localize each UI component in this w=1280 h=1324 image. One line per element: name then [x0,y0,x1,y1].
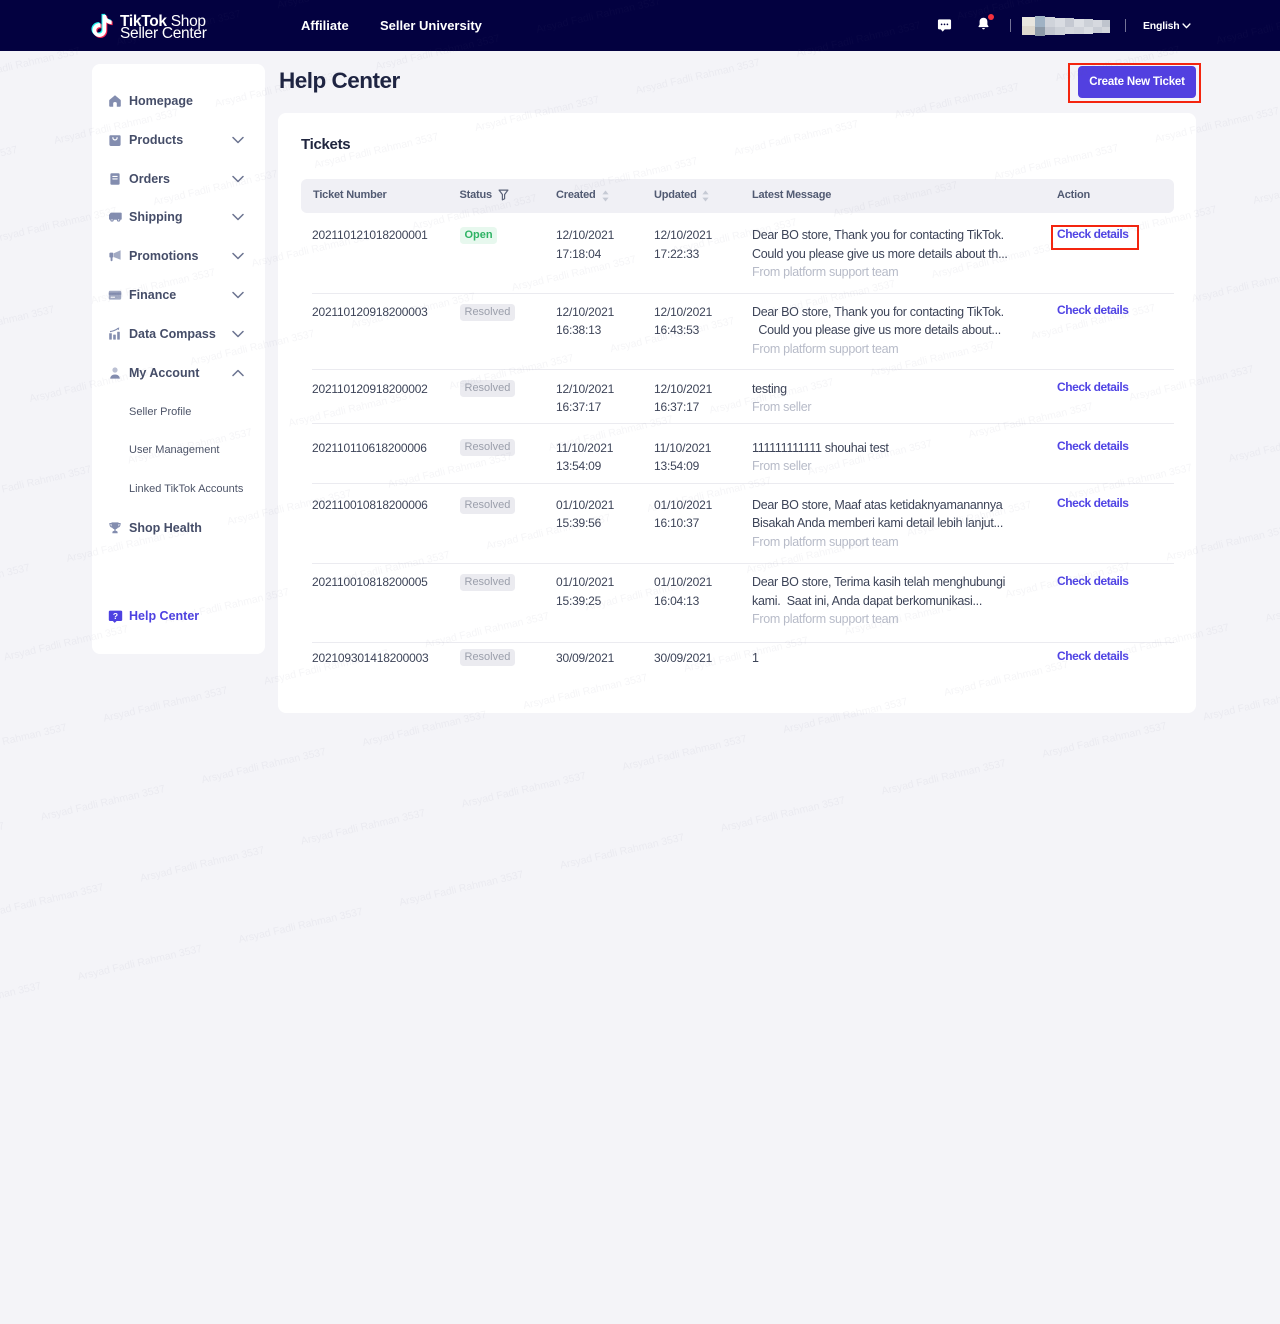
svg-text:?: ? [113,610,118,620]
